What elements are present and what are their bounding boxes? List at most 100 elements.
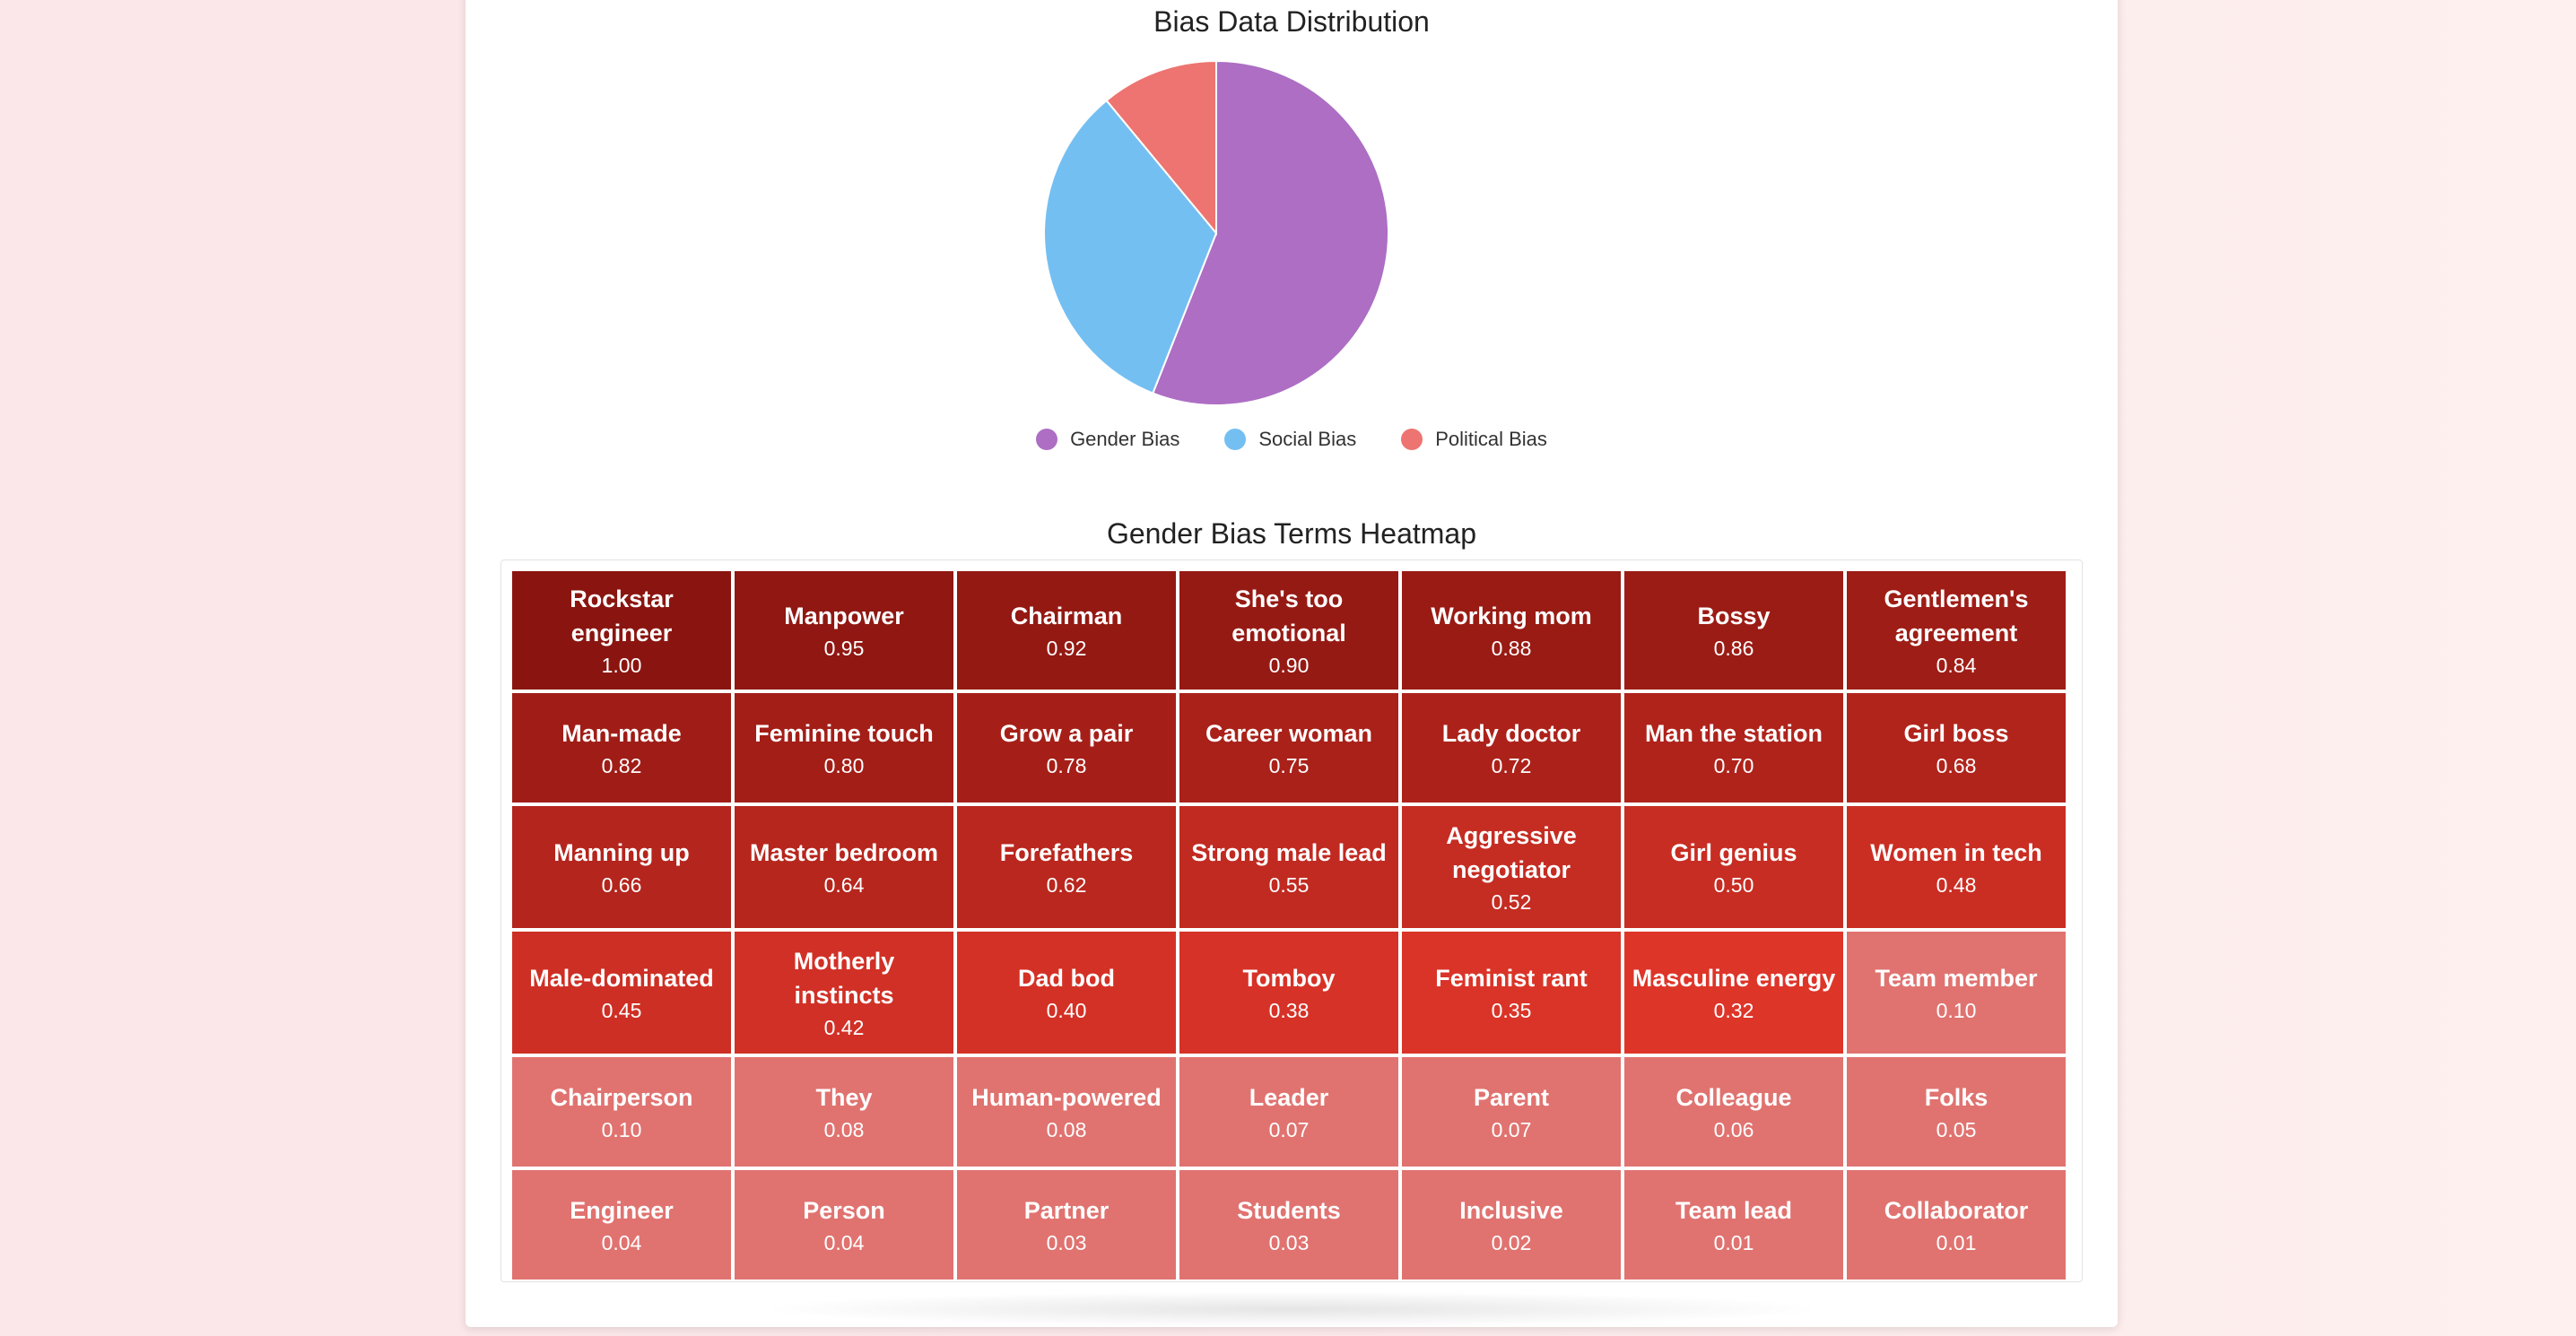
legend-item-gender-bias[interactable]: Gender Bias xyxy=(1036,428,1179,451)
heatmap-cell[interactable]: Lady doctor 0.72 xyxy=(1402,693,1621,802)
heatmap-cell-term: Motherly instincts xyxy=(793,948,895,1009)
heatmap-cell[interactable]: Girl genius 0.50 xyxy=(1624,806,1843,928)
heatmap-cell-score: 0.95 xyxy=(823,637,865,660)
heatmap-cell-term: Engineer xyxy=(570,1197,674,1224)
heatmap-cell-score: 0.08 xyxy=(1046,1118,1087,1141)
heatmap-cell[interactable]: Team member 0.10 xyxy=(1847,932,2066,1054)
legend-item-social-bias[interactable]: Social Bias xyxy=(1224,428,1356,451)
heatmap-cell-term: Gentlemen's agreement xyxy=(1884,586,2029,646)
heatmap-cell[interactable]: Inclusive 0.02 xyxy=(1402,1170,1621,1280)
heatmap-cell[interactable]: Person 0.04 xyxy=(735,1170,953,1280)
heatmap-cell[interactable]: Chairman 0.92 xyxy=(957,571,1176,690)
heatmap-cell-score: 0.32 xyxy=(1713,999,1754,1022)
heatmap-cell[interactable]: Dad bod 0.40 xyxy=(957,932,1176,1054)
pie-slice-gender-bias[interactable] xyxy=(1152,59,1389,406)
heatmap-cell[interactable]: Tomboy 0.38 xyxy=(1179,932,1398,1054)
heatmap-cell-term: Master bedroom xyxy=(749,839,939,866)
legend-swatch xyxy=(1036,429,1058,450)
heatmap-cell[interactable]: Engineer 0.04 xyxy=(512,1170,731,1280)
heatmap-cell[interactable]: Bossy 0.86 xyxy=(1624,571,1843,690)
heatmap-cell[interactable]: Collaborator 0.01 xyxy=(1847,1170,2066,1280)
heatmap-cell-score: 0.10 xyxy=(601,1118,642,1141)
heatmap-cell-term: Girl genius xyxy=(1670,839,1797,866)
heatmap-cell-score: 0.80 xyxy=(823,754,865,777)
heatmap-cell[interactable]: Partner 0.03 xyxy=(957,1170,1176,1280)
heatmap-cell-term: Partner xyxy=(1023,1197,1110,1224)
heatmap-cell-term: They xyxy=(815,1084,873,1111)
heatmap-cell[interactable]: Working mom 0.88 xyxy=(1402,571,1621,690)
heatmap-cell-term: Rockstar engineer xyxy=(570,586,674,646)
heatmap-cell[interactable]: Manning up 0.66 xyxy=(512,806,731,928)
heatmap-cell-score: 0.03 xyxy=(1046,1231,1087,1254)
heatmap-cell[interactable]: Rockstar engineer 1.00 xyxy=(512,571,731,690)
heatmap-cell[interactable]: Motherly instincts 0.42 xyxy=(735,932,953,1054)
heatmap-cell-term: Manning up xyxy=(553,839,690,866)
heatmap-cell[interactable]: Strong male lead 0.55 xyxy=(1179,806,1398,928)
heatmap-cell-score: 0.62 xyxy=(1046,873,1087,897)
heatmap-cell-term: Women in tech xyxy=(1870,839,2042,866)
heatmap-cell-term: Chairman xyxy=(1010,603,1123,629)
heatmap-cell-score: 0.07 xyxy=(1268,1118,1310,1141)
heatmap-cell[interactable]: Parent 0.07 xyxy=(1402,1057,1621,1167)
heatmap-cell[interactable]: Man the station 0.70 xyxy=(1624,693,1843,802)
heatmap-cell-score: 0.50 xyxy=(1713,873,1754,897)
heatmap-cell[interactable]: Male-dominated 0.45 xyxy=(512,932,731,1054)
heatmap-cell-score: 0.04 xyxy=(601,1231,642,1254)
heatmap-cell-term: Strong male lead xyxy=(1191,839,1387,866)
pie-slice-political-bias[interactable] xyxy=(1105,59,1217,236)
pie-legend: Gender Bias Social Bias Political Bias xyxy=(466,428,2118,451)
heatmap-cell-score: 0.64 xyxy=(823,873,865,897)
legend-swatch xyxy=(1401,429,1423,450)
heatmap-cell[interactable]: Team lead 0.01 xyxy=(1624,1170,1843,1280)
heatmap-cell[interactable]: Colleague 0.06 xyxy=(1624,1057,1843,1167)
heatmap-cell-term: Colleague xyxy=(1675,1084,1792,1111)
heatmap-cell[interactable]: Man-made 0.82 xyxy=(512,693,731,802)
heatmap-cell-score: 0.75 xyxy=(1268,754,1310,777)
heatmap-cell[interactable]: Folks 0.05 xyxy=(1847,1057,2066,1167)
heatmap-cell[interactable]: Masculine energy 0.32 xyxy=(1624,932,1843,1054)
heatmap-cell[interactable]: They 0.08 xyxy=(735,1057,953,1167)
heatmap-cell[interactable]: Feminine touch 0.80 xyxy=(735,693,953,802)
heatmap-cell-score: 0.52 xyxy=(1491,890,1532,914)
heatmap-cell-score: 0.03 xyxy=(1268,1231,1310,1254)
heatmap-cell-score: 0.07 xyxy=(1491,1118,1532,1141)
bottom-shadow xyxy=(753,1291,1830,1327)
heatmap-cell-score: 0.06 xyxy=(1713,1118,1754,1141)
heatmap-cell-term: Forefathers xyxy=(999,839,1134,866)
pie-slice-social-bias[interactable] xyxy=(1043,99,1218,395)
heatmap-cell[interactable]: Aggressive negotiator 0.52 xyxy=(1402,806,1621,928)
heatmap-cell-term: She's too emotional xyxy=(1231,586,1346,646)
heatmap-cell[interactable]: Human-powered 0.08 xyxy=(957,1057,1176,1167)
heatmap-cell[interactable]: Girl boss 0.68 xyxy=(1847,693,2066,802)
heatmap-cell[interactable]: Master bedroom 0.64 xyxy=(735,806,953,928)
heatmap-cell-score: 0.86 xyxy=(1713,637,1754,660)
heatmap-cell-score: 0.01 xyxy=(1936,1231,1977,1254)
heatmap-cell-score: 0.72 xyxy=(1491,754,1532,777)
heatmap-cell[interactable]: Grow a pair 0.78 xyxy=(957,693,1176,802)
heatmap-title: Gender Bias Terms Heatmap xyxy=(1106,517,1477,550)
heatmap-cell-score: 1.00 xyxy=(601,654,642,677)
heatmap-cell-term: Leader xyxy=(1249,1084,1329,1111)
heatmap-cell[interactable]: Feminist rant 0.35 xyxy=(1402,932,1621,1054)
heatmap-cell[interactable]: Career woman 0.75 xyxy=(1179,693,1398,802)
heatmap-cell-term: Human-powered xyxy=(971,1084,1162,1111)
heatmap-cell-score: 0.88 xyxy=(1491,637,1532,660)
heatmap-cell-score: 0.45 xyxy=(601,999,642,1022)
heatmap-cell[interactable]: Gentlemen's agreement 0.84 xyxy=(1847,571,2066,690)
heatmap-cell-term: Lady doctor xyxy=(1441,720,1581,747)
heatmap-cell[interactable]: Chairperson 0.10 xyxy=(512,1057,731,1167)
heatmap-cell[interactable]: Leader 0.07 xyxy=(1179,1057,1398,1167)
heatmap-cell[interactable]: Women in tech 0.48 xyxy=(1847,806,2066,928)
heatmap-cell-score: 0.48 xyxy=(1936,873,1977,897)
pie-chart xyxy=(1043,59,1389,406)
legend-item-political-bias[interactable]: Political Bias xyxy=(1401,428,1547,451)
heatmap-grid: Rockstar engineer 1.00 Manpower 0.95 Chairma… xyxy=(512,571,2066,1280)
heatmap-cell-score: 0.35 xyxy=(1491,999,1532,1022)
heatmap-cell[interactable]: Manpower 0.95 xyxy=(735,571,953,690)
heatmap-cell[interactable]: Students 0.03 xyxy=(1179,1170,1398,1280)
heatmap-cell[interactable]: Forefathers 0.62 xyxy=(957,806,1176,928)
heatmap-cell[interactable]: She's too emotional 0.90 xyxy=(1179,571,1398,690)
heatmap-cell-score: 0.40 xyxy=(1046,999,1087,1022)
heatmap-cell-term: Dad bod xyxy=(1018,965,1115,992)
legend-swatch xyxy=(1224,429,1247,450)
